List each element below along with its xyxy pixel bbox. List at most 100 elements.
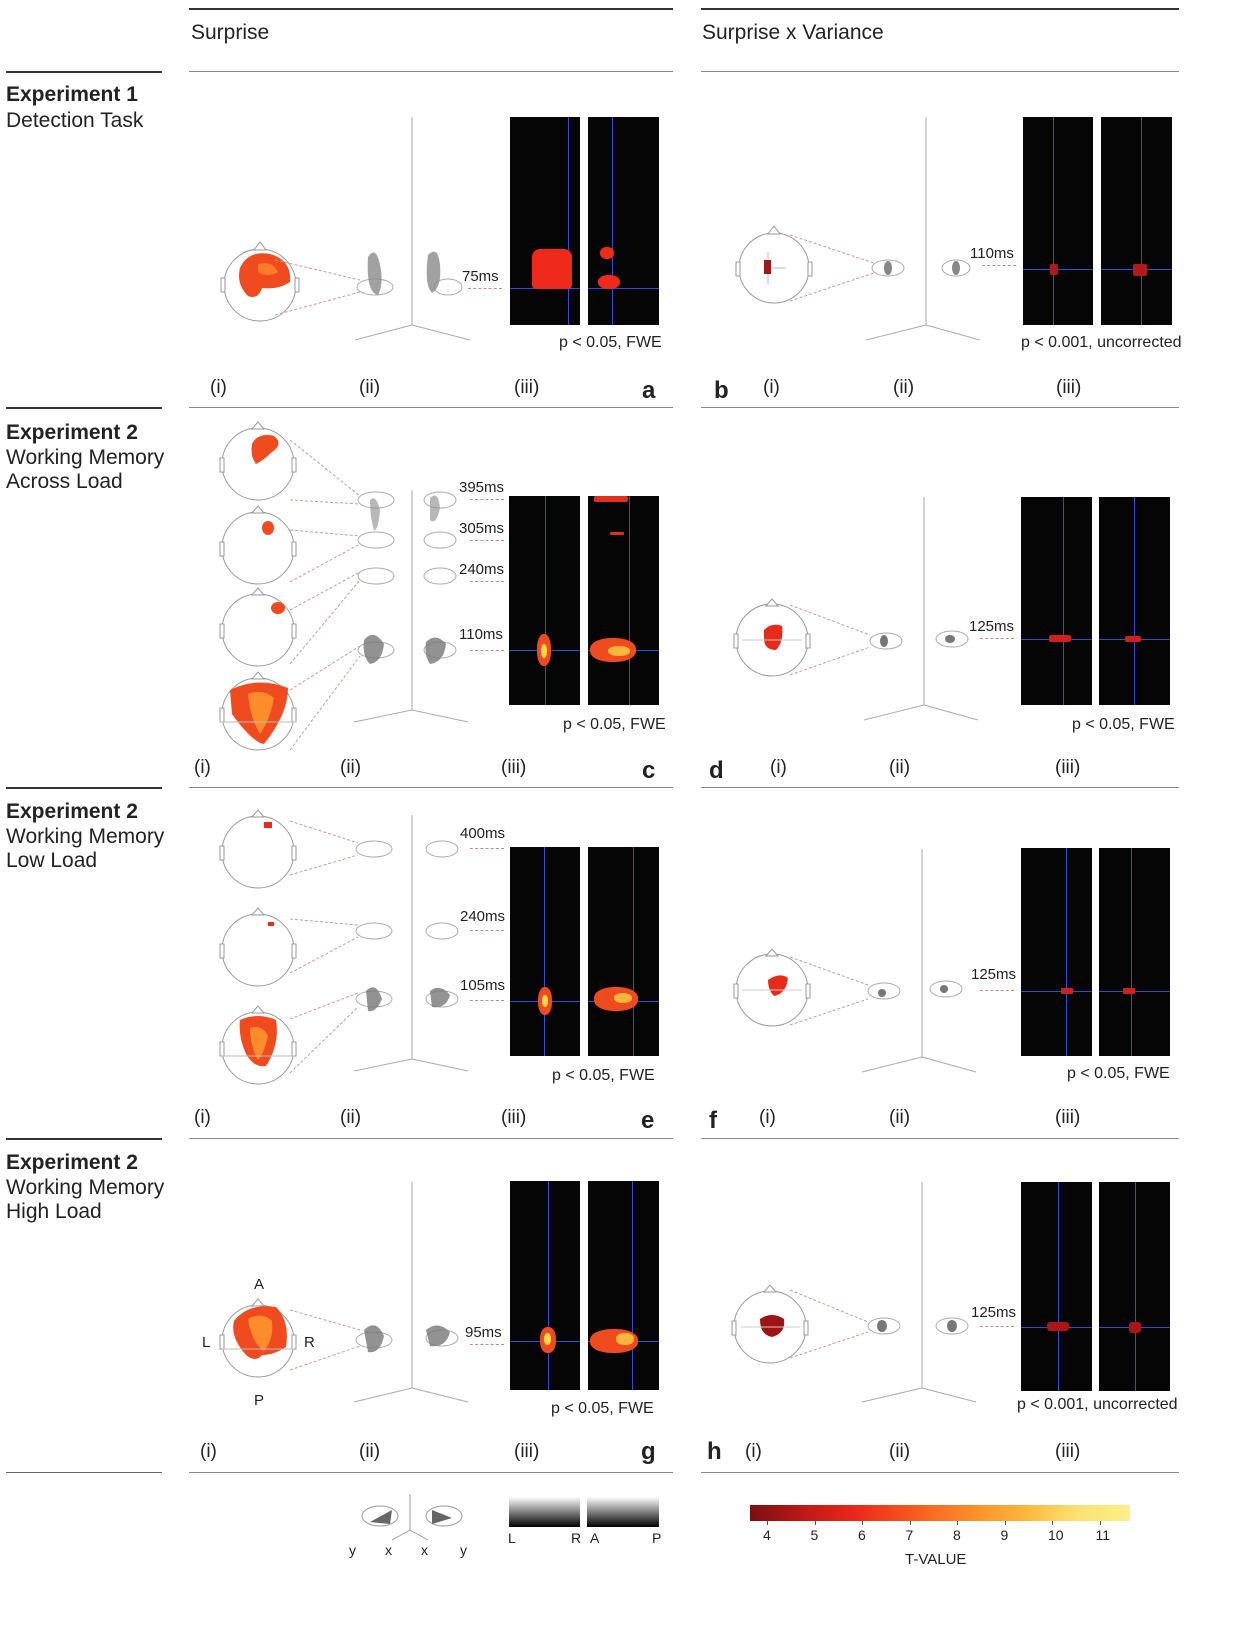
row2-left-glass-brain <box>289 439 469 751</box>
row1-right-glass-brain <box>789 117 981 341</box>
row4-right-slice-coronal <box>1021 1182 1092 1391</box>
panel-letter-h: h <box>707 1438 722 1465</box>
legend-rule-left <box>189 1472 673 1473</box>
row2-right-label-i: (i) <box>770 757 787 778</box>
header-divider-left <box>189 71 673 72</box>
tvalue-tick-mark <box>957 1521 958 1525</box>
tvalue-tick-mark <box>767 1521 768 1525</box>
panel-letter-b: b <box>714 377 729 404</box>
row1-task: Detection Task <box>6 109 144 132</box>
row4-right-head-topomap <box>731 1284 809 1364</box>
ap-gradient-bar <box>587 1497 659 1527</box>
row2-right-slice-sagittal <box>1099 497 1170 705</box>
row3-left-time-marker-2 <box>470 1000 504 1001</box>
gradient-label-left: L <box>508 1530 516 1546</box>
row1-left-time-0: 75ms <box>462 268 499 285</box>
row4-right-threshold: p < 0.001, uncorrected <box>1017 1396 1178 1413</box>
row3-left-time-1: 240ms <box>460 908 506 925</box>
panel-letter-c: c <box>642 757 656 784</box>
row2-left-label-ii: (ii) <box>340 757 362 778</box>
tvalue-tick-label: 7 <box>905 1527 914 1543</box>
row2-task-line1: Working Memory <box>6 445 165 469</box>
lr-gradient-bar <box>509 1497 580 1527</box>
row1-left-time-marker <box>468 288 502 289</box>
row2-right-time-0: 125ms <box>969 618 1015 635</box>
row4-right-label-ii: (ii) <box>889 1441 911 1462</box>
row4-left-slice-coronal <box>510 1181 580 1390</box>
row4-left-time-0: 95ms <box>465 1324 502 1341</box>
row3-divider-left <box>189 787 673 788</box>
row4-left-label-iii: (iii) <box>514 1441 540 1462</box>
tvalue-colorbar-label: T-VALUE <box>905 1551 967 1568</box>
row3-rule <box>6 787 162 789</box>
tvalue-tick-label: 5 <box>810 1527 819 1543</box>
row1-left-label-i: (i) <box>210 377 227 398</box>
axes-label-left-y: y <box>349 1542 356 1558</box>
row2-left-time-0: 395ms <box>459 479 505 496</box>
row4-right-time-0: 125ms <box>971 1304 1017 1321</box>
row3-right-time-0: 125ms <box>971 966 1017 983</box>
tvalue-tick-mark <box>814 1521 816 1525</box>
row3-right-label-ii: (ii) <box>889 1107 911 1128</box>
row4-left-label-ii: (ii) <box>359 1441 381 1462</box>
orientation-anterior: A <box>254 1276 265 1293</box>
row2-experiment: Experiment 2 <box>6 421 138 444</box>
row1-left-glass-brain <box>354 117 471 341</box>
tvalue-colorbar <box>750 1505 1130 1521</box>
column-header-surprise: Surprise <box>191 21 270 44</box>
axes-orientation-legend <box>361 1494 463 1541</box>
row2-left-threshold: p < 0.05, FWE <box>563 716 666 733</box>
row1-left-connector <box>274 259 361 316</box>
row4-right-glass-brain <box>789 1182 977 1403</box>
tvalue-tick-mark <box>1052 1521 1053 1525</box>
row1-experiment: Experiment 1 <box>6 83 138 106</box>
row3-right-head-topomap <box>733 948 811 1027</box>
tvalue-tick-mark <box>1004 1521 1006 1525</box>
legend-rule-left-margin <box>6 1472 162 1473</box>
row1-right-slice-coronal <box>1023 117 1093 325</box>
row3-left-glass-brain <box>289 815 469 1074</box>
row3-left-slice-sagittal <box>588 847 659 1056</box>
row1-left-slice-sagittal <box>588 117 659 325</box>
row3-task-line2: Low Load <box>6 849 98 872</box>
tvalue-tick-label: 4 <box>763 1527 771 1543</box>
tvalue-tick-label: 6 <box>858 1527 866 1543</box>
row3-left-time-marker-0 <box>470 848 504 849</box>
row1-right-threshold: p < 0.001, uncorrected <box>1021 334 1182 351</box>
axes-label-left-x: x <box>385 1542 392 1558</box>
row3-left-label-i: (i) <box>194 1107 211 1128</box>
row4-task-line2: High Load <box>6 1200 102 1223</box>
header-divider-right <box>701 71 1179 72</box>
row1-left-head-topomap <box>220 241 300 322</box>
row1-left-label-iii: (iii) <box>514 377 540 398</box>
row1-right-time-0: 110ms <box>970 245 1014 262</box>
row2-left-time-marker-0 <box>470 499 504 500</box>
gradient-label-right: R <box>571 1530 582 1546</box>
row2-left-time-marker-3 <box>470 650 504 651</box>
axes-label-right-x: x <box>421 1542 428 1558</box>
row2-left-label-iii: (iii) <box>501 757 527 778</box>
row1-left-threshold: p < 0.05, FWE <box>559 334 662 351</box>
row1-right-time-marker <box>982 265 1016 266</box>
row4-right-label-i: (i) <box>745 1441 762 1462</box>
row3-title: Experiment 2 Working Memory Low Load <box>6 800 164 874</box>
row3-right-threshold: p < 0.05, FWE <box>1067 1065 1170 1082</box>
panel-letter-e: e <box>641 1107 655 1134</box>
row1-right-label-i: (i) <box>763 377 780 398</box>
orientation-left: L <box>202 1334 211 1351</box>
row2-left-time-3: 110ms <box>459 626 503 643</box>
row2-right-label-iii: (iii) <box>1055 757 1081 778</box>
row2-right-threshold: p < 0.05, FWE <box>1072 716 1175 733</box>
row1-right-head-topomap <box>735 225 813 304</box>
gradient-label-posterior: P <box>652 1530 662 1546</box>
orientation-right: R <box>304 1334 315 1351</box>
row3-right-slice-sagittal <box>1099 848 1170 1056</box>
header-rule-left <box>189 8 673 10</box>
row3-right-glass-brain <box>789 849 977 1073</box>
row4-task-line1: Working Memory <box>6 1175 165 1199</box>
row2-divider-right <box>701 407 1179 408</box>
row1-right-slice-sagittal <box>1101 117 1172 325</box>
row1-left-slice-coronal <box>510 117 580 325</box>
row2-left-time-1: 305ms <box>459 520 505 537</box>
tvalue-tick-mark <box>862 1521 863 1525</box>
